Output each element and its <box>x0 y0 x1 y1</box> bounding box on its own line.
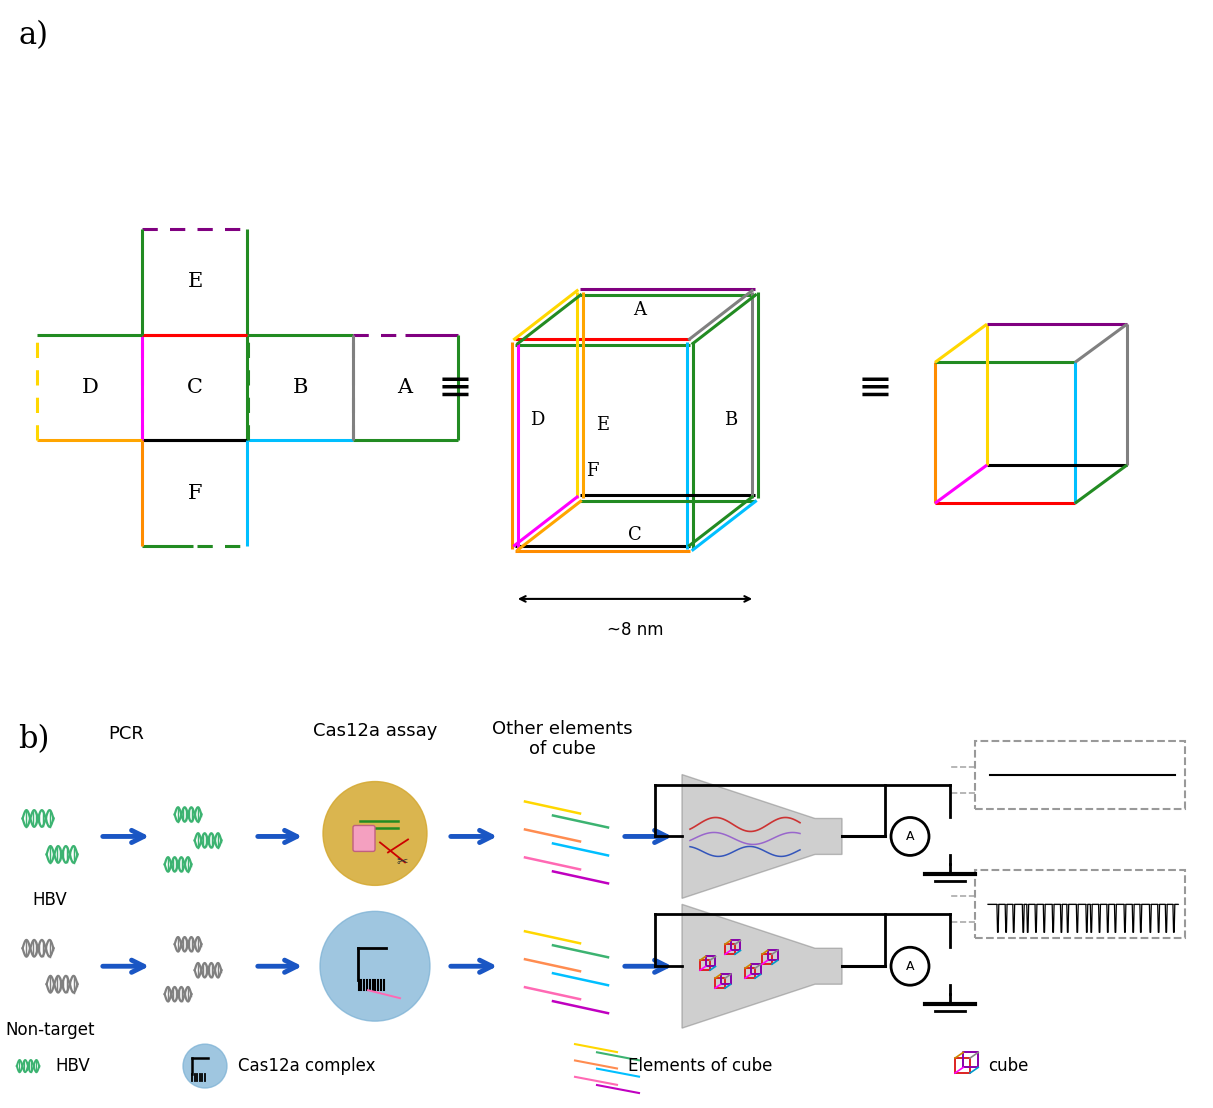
Text: D: D <box>530 411 545 429</box>
Text: C: C <box>628 526 642 544</box>
Text: a): a) <box>18 20 49 51</box>
Circle shape <box>183 1044 227 1088</box>
Text: B: B <box>724 411 738 429</box>
Circle shape <box>320 911 429 1022</box>
Text: A: A <box>906 960 915 973</box>
Polygon shape <box>682 774 842 899</box>
Text: D: D <box>81 378 98 397</box>
Circle shape <box>892 947 929 985</box>
Text: cube: cube <box>989 1057 1029 1075</box>
Text: Non-target: Non-target <box>5 1022 95 1039</box>
Text: ≡: ≡ <box>438 367 472 409</box>
Text: Elements of cube: Elements of cube <box>628 1057 773 1075</box>
Polygon shape <box>682 904 842 1028</box>
Circle shape <box>323 781 427 885</box>
Text: E: E <box>596 417 609 434</box>
Text: Other elements: Other elements <box>491 719 632 738</box>
Text: F: F <box>586 462 599 480</box>
Text: b): b) <box>18 724 50 755</box>
Text: HBV: HBV <box>55 1057 90 1075</box>
FancyBboxPatch shape <box>353 825 375 851</box>
Text: E: E <box>187 273 203 291</box>
Text: PCR: PCR <box>108 725 144 742</box>
Text: A: A <box>398 378 412 397</box>
Circle shape <box>892 818 929 855</box>
Text: Cas12a complex: Cas12a complex <box>238 1057 376 1075</box>
Text: Cas12a assay: Cas12a assay <box>313 721 437 740</box>
Text: C: C <box>187 378 203 397</box>
Text: B: B <box>292 378 308 397</box>
Text: A: A <box>633 301 647 319</box>
Text: ≡: ≡ <box>858 367 893 409</box>
Text: of cube: of cube <box>529 740 596 758</box>
Text: F: F <box>188 484 203 503</box>
Text: HBV: HBV <box>33 891 68 910</box>
Text: ~8 nm: ~8 nm <box>606 622 664 639</box>
Text: A: A <box>906 830 915 843</box>
Text: ✂: ✂ <box>397 855 408 870</box>
